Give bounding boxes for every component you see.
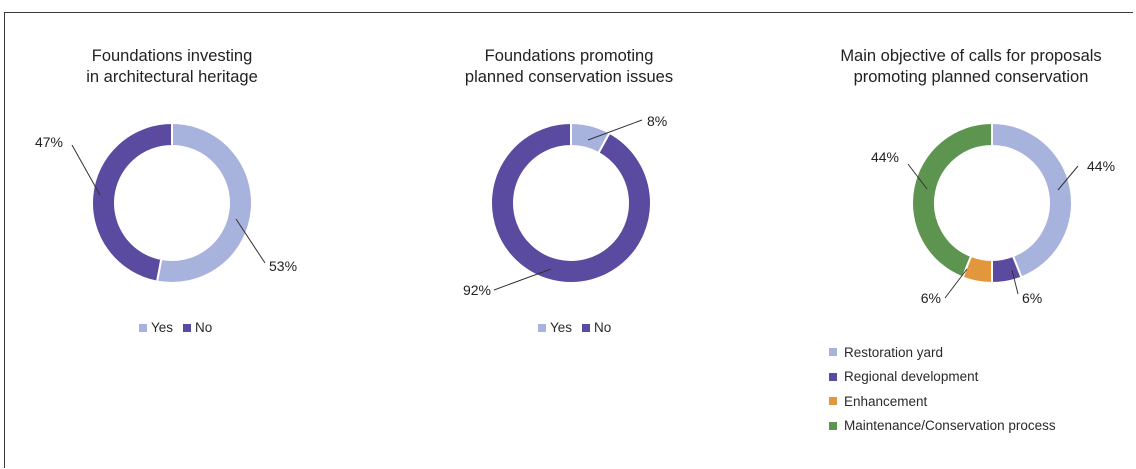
chart-1-leader-yes [235, 218, 266, 264]
chart-3-legend: Restoration yard Regional development En… [829, 340, 1056, 438]
legend-item-restoration-yard: Restoration yard [829, 340, 1056, 365]
legend-swatch-maintenance [829, 421, 837, 430]
legend-swatch-yes [139, 323, 147, 332]
legend-item-yes: Yes [538, 320, 572, 335]
chart-1-title: Foundations investing in architectural he… [86, 47, 258, 86]
legend-swatch-no [183, 323, 192, 332]
chart-1-slice-yes [155, 121, 253, 284]
chart-2-leader-no [493, 268, 552, 291]
legend-item-enhancement: Enhancement [829, 389, 1056, 414]
chart-3-data-label-maintenance-conservation-process: 44% [871, 149, 899, 165]
chart-3-slice-restoration-yard [991, 121, 1073, 279]
chart-1-legend: Yes No [139, 320, 212, 335]
chart-1-leader-no [71, 144, 101, 196]
legend-item-no: No [183, 320, 212, 335]
legend-label-no: No [594, 320, 612, 335]
chart-2-title-block: Foundations promoting planned conservatio… [389, 46, 749, 88]
chart-3-title-block: Main objective of calls for proposals pro… [791, 46, 1136, 88]
chart-1-slice-no [91, 121, 173, 283]
chart-3-slice-maintenance-conservation-process [911, 121, 993, 279]
chart-1-title-block: Foundations investing in architectural he… [0, 46, 352, 88]
chart-2-legend: Yes No [538, 320, 611, 335]
chart-2-leader-yes [587, 119, 643, 141]
chart-1-data-label-no: 47% [35, 134, 63, 150]
legend-swatch-enhancement [829, 397, 837, 406]
legend-label-enhancement: Enhancement [844, 393, 928, 409]
legend-label-restoration-yard: Restoration yard [844, 344, 944, 360]
legend-label-yes: Yes [550, 320, 573, 335]
chart-3-data-label-regional-development: 6% [1022, 290, 1042, 306]
legend-label-regional-development: Regional development [844, 369, 979, 385]
legend-item-regional-development: Regional development [829, 365, 1056, 390]
legend-label-maintenance: Maintenance/Conservation process [844, 418, 1056, 434]
legend-label-no: No [195, 320, 213, 335]
chart-3-leader-enhancement [944, 268, 968, 299]
legend-swatch-no [582, 323, 591, 332]
legend-swatch-restoration-yard [829, 348, 837, 357]
chart-frame [4, 12, 1133, 468]
chart-3-data-label-enhancement: 6% [921, 290, 941, 306]
chart-3-leader-maintenance-conservation-process [907, 163, 928, 190]
chart-2-title: Foundations promoting planned conservatio… [464, 47, 674, 86]
chart-2-data-label-no: 92% [463, 282, 491, 298]
legend-item-maintenance: Maintenance/Conservation process [829, 414, 1056, 439]
legend-item-yes: Yes [139, 320, 173, 335]
chart-2-data-label-yes: 8% [647, 113, 667, 129]
legend-item-no: No [582, 320, 611, 335]
chart-3-data-label-restoration-yard: 44% [1087, 158, 1115, 174]
legend-swatch-regional-development [829, 372, 837, 381]
chart-2-slice-no [490, 121, 652, 284]
chart-3-title: Main objective of calls for proposals pro… [840, 47, 1102, 86]
chart-3-leader-restoration-yard [1057, 165, 1079, 191]
legend-swatch-yes [538, 323, 546, 332]
chart-1-data-label-yes: 53% [269, 258, 297, 274]
legend-label-yes: Yes [151, 320, 174, 335]
chart-3-leader-regional-development [1011, 269, 1019, 295]
